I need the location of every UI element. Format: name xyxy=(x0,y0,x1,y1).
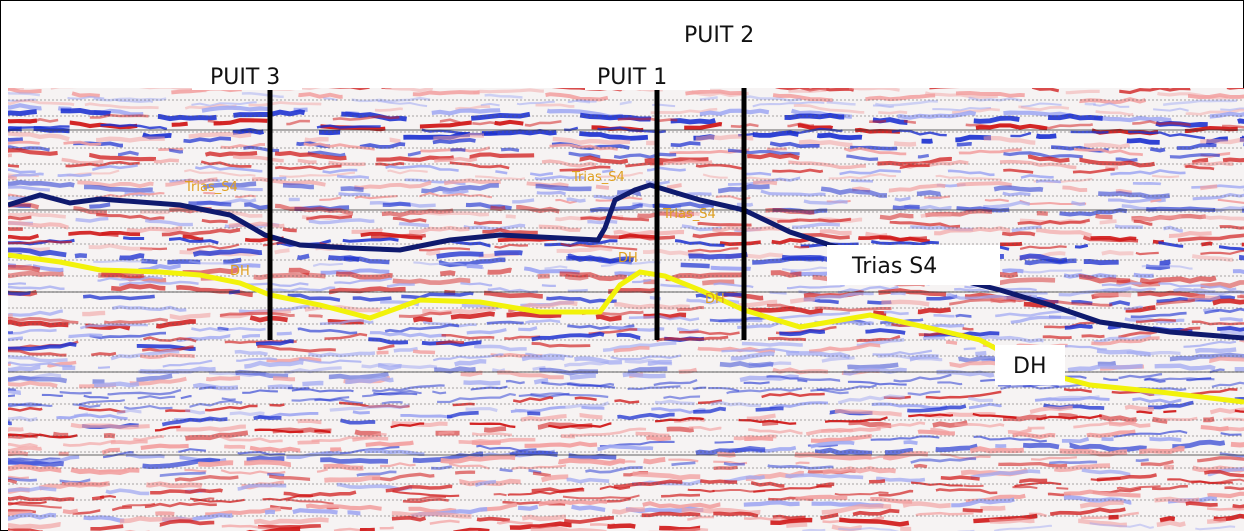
seismic-trace xyxy=(8,283,1244,303)
seismic-trace xyxy=(8,430,1244,462)
seismic-trace xyxy=(8,179,1244,200)
seismic-trace xyxy=(8,199,1244,217)
seismic-trace xyxy=(8,264,1244,285)
seismic-trace xyxy=(8,494,1244,523)
seismic-trace xyxy=(8,501,1244,531)
seismic-trace xyxy=(8,478,1244,510)
seismic-trace xyxy=(53,512,1244,531)
callout-box xyxy=(827,245,1000,285)
seismic-trace xyxy=(8,108,1244,128)
seismic-trace xyxy=(8,153,1244,171)
label-box xyxy=(585,60,710,90)
seismic-trace xyxy=(8,496,1244,530)
seismic-trace xyxy=(8,251,1244,271)
well-label: PUIT 3 xyxy=(210,65,280,90)
seismic-trace xyxy=(8,220,1244,240)
well-label: PUIT 1 xyxy=(597,65,667,90)
seismic-trace xyxy=(8,387,1244,413)
callout: DH xyxy=(1013,354,1046,379)
seismic-trace xyxy=(8,259,1244,274)
seismic-trace xyxy=(8,469,1244,502)
seismic-trace xyxy=(8,441,1244,475)
seismic-trace xyxy=(8,262,1244,280)
well-label: PUIT 2 xyxy=(684,23,754,48)
horizon-label: Trias_S4 xyxy=(571,170,625,185)
seismic-trace xyxy=(8,99,1244,118)
seismic-trace xyxy=(8,123,1244,141)
seismic-trace xyxy=(8,230,1244,249)
seismic-trace xyxy=(8,136,1244,154)
seismic-trace xyxy=(8,125,1244,146)
seismic-trace xyxy=(8,305,1244,335)
seismic-trace xyxy=(8,339,1244,370)
seismic-trace xyxy=(8,315,1244,343)
seismic-trace xyxy=(8,318,1244,350)
seismic-trace xyxy=(8,291,1244,321)
seismic-trace xyxy=(8,247,1244,267)
seismic-trace xyxy=(8,289,1244,307)
seismic-trace xyxy=(8,148,1244,168)
seismic-trace xyxy=(8,280,1244,296)
seismic-trace xyxy=(8,366,1244,396)
seismic-trace xyxy=(8,477,1244,506)
seismic-trace xyxy=(8,424,1244,457)
seismic-trace xyxy=(8,175,1244,195)
grid xyxy=(8,99,1244,517)
horizon-label: Trias_S4 xyxy=(184,180,238,195)
seismic-trace xyxy=(8,163,1244,180)
seismic-trace xyxy=(8,452,1244,484)
seismic-trace xyxy=(8,91,1244,108)
horizon-label: Trias_S4 xyxy=(662,207,716,222)
seismic-trace xyxy=(8,159,1244,176)
seismic-trace xyxy=(585,522,1244,531)
horizon-label: DH xyxy=(705,292,725,307)
horizon-label: DH xyxy=(618,251,638,266)
seismic-trace xyxy=(8,235,1244,252)
seismic-trace xyxy=(8,95,1244,113)
seismic-trace xyxy=(8,298,1244,331)
label-box xyxy=(670,18,800,48)
seismic-trace xyxy=(8,416,1244,449)
seismic-trace xyxy=(8,330,1244,363)
dh-horizon xyxy=(8,252,1244,405)
seismic-trace xyxy=(8,489,1244,517)
seismic-texture xyxy=(8,88,1244,531)
callout: Trias S4 xyxy=(851,254,937,279)
seismic-trace xyxy=(8,412,1244,443)
seismic-trace xyxy=(8,448,1244,480)
seismic-trace xyxy=(92,88,1244,95)
seismic-trace xyxy=(8,145,1244,163)
seismic-trace xyxy=(8,103,1244,123)
seismic-trace xyxy=(8,239,1244,257)
seismic-trace xyxy=(8,191,1244,206)
seismic-trace xyxy=(8,212,1244,231)
horizon-label: DH xyxy=(230,264,250,279)
callout-box xyxy=(995,345,1065,385)
label-box xyxy=(192,60,302,90)
seismic-trace xyxy=(8,322,1244,351)
seismic-trace xyxy=(8,456,1244,487)
seismic-trace xyxy=(8,404,1244,433)
seismic-trace xyxy=(8,131,1244,150)
seismic-trace xyxy=(8,438,1244,470)
seismic-trace xyxy=(8,363,1244,396)
seismic-trace xyxy=(8,396,1244,430)
seismic-trace xyxy=(8,506,1244,531)
seismic-trace xyxy=(8,377,1244,408)
